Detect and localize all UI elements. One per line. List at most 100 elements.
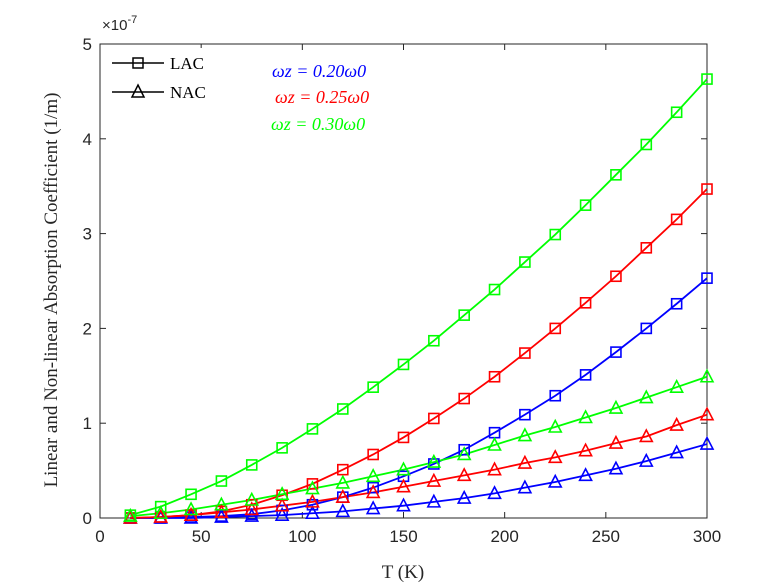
data-point-triangle: [517, 454, 533, 469]
legend-square-marker: [132, 57, 144, 69]
data-point-triangle: [365, 500, 381, 515]
data-point-triangle: [608, 399, 624, 414]
data-point-triangle: [426, 453, 442, 468]
legend-label-lac: LAC: [170, 54, 204, 73]
data-point-triangle: [305, 480, 320, 495]
data-point-triangle: [153, 508, 169, 523]
legend-label-nac: NAC: [170, 83, 206, 102]
data-point-square: [458, 443, 471, 456]
data-point-triangle: [153, 505, 169, 520]
data-point-triangle: [305, 493, 320, 508]
data-point-triangle: [426, 472, 442, 487]
data-point-square: [549, 322, 562, 335]
data-point-square: [610, 346, 622, 358]
data-point-triangle: [578, 467, 593, 482]
data-point-triangle: [547, 449, 563, 464]
data-point-triangle: [547, 418, 563, 433]
data-point-triangle: [335, 474, 351, 489]
data-point-square: [488, 370, 501, 383]
data-point-triangle: [638, 452, 654, 467]
data-point-triangle: [456, 489, 472, 504]
data-point-triangle: [244, 501, 260, 516]
data-point-square: [670, 213, 683, 226]
data-point-triangle: [365, 484, 381, 499]
data-point-square: [458, 392, 471, 405]
data-point-triangle: [396, 478, 411, 493]
x-tick-label: 100: [288, 527, 316, 546]
data-point-square: [428, 334, 440, 347]
legend: LAC NAC: [104, 48, 224, 106]
y-tick-label: 5: [83, 35, 92, 54]
legend-box: [104, 48, 224, 106]
data-point-square: [640, 242, 653, 254]
data-point-triangle: [487, 436, 502, 451]
data-point-square: [397, 431, 410, 444]
data-point-square: [367, 448, 379, 461]
data-point-triangle: [183, 501, 199, 516]
x-tick-label: 250: [592, 527, 620, 546]
data-point-square: [670, 297, 683, 310]
x-tick-label: 150: [389, 527, 417, 546]
data-point-triangle: [214, 496, 229, 511]
x-tick-label: 50: [192, 527, 211, 546]
data-point-triangle: [335, 488, 351, 503]
markers-layer: [123, 73, 715, 524]
data-point-triangle: [578, 409, 593, 424]
data-point-square: [336, 403, 349, 415]
data-point-square: [428, 412, 440, 425]
data-point-triangle: [244, 491, 260, 506]
annotation-omega-030: ωz = 0.30ω0: [271, 114, 365, 134]
data-point-triangle: [214, 508, 229, 523]
data-point-triangle: [365, 468, 381, 483]
y-exponent-label: ×10-7: [102, 14, 137, 34]
data-point-square: [397, 358, 410, 371]
data-point-square: [579, 369, 592, 381]
data-point-triangle: [669, 378, 684, 393]
data-point-triangle: [244, 507, 260, 522]
data-point-triangle: [638, 428, 654, 443]
data-point-triangle: [517, 427, 533, 442]
y-tick-label: 3: [83, 225, 92, 244]
data-point-square: [640, 322, 653, 335]
data-point-square: [276, 442, 288, 454]
data-point-square: [367, 381, 379, 393]
data-point-square: [640, 138, 653, 151]
x-tick-label: 300: [693, 527, 721, 546]
data-point-square: [185, 488, 197, 501]
data-point-triangle: [214, 504, 229, 519]
data-point-square: [579, 297, 592, 309]
y-tick-label: 2: [83, 319, 92, 338]
data-point-triangle: [699, 368, 715, 383]
y-tick-label: 0: [83, 509, 92, 528]
data-point-triangle: [638, 389, 654, 404]
data-point-triangle: [335, 503, 351, 518]
data-point-square: [549, 389, 562, 402]
data-point-triangle: [123, 509, 138, 524]
data-point-square: [610, 169, 622, 181]
data-point-triangle: [123, 507, 138, 522]
data-point-square: [488, 283, 501, 296]
data-point-triangle: [274, 486, 290, 501]
plot-area: [99, 43, 708, 519]
data-point-square: [579, 199, 592, 211]
data-point-triangle: [699, 406, 715, 421]
data-point-square: [701, 183, 713, 195]
data-point-square: [519, 408, 531, 421]
data-point-square: [519, 256, 531, 268]
data-point-square: [610, 270, 622, 283]
data-point-square: [215, 475, 228, 487]
y-exponent-power: -7: [127, 14, 137, 26]
ticks: 0 50 100 150 200 250 300 0 1 2 3 4 5: [83, 35, 722, 546]
data-point-square: [245, 459, 258, 471]
data-point-triangle: [456, 446, 472, 461]
data-point-triangle: [487, 461, 502, 476]
data-point-square: [701, 272, 713, 284]
data-point-triangle: [305, 505, 320, 520]
data-point-square: [458, 309, 471, 321]
legend-triangle-marker: [130, 83, 146, 98]
data-point-triangle: [608, 460, 624, 475]
y-axis-title: Linear and Non-linear Absorption Coeffic…: [41, 93, 62, 488]
x-tick-label: 200: [490, 527, 518, 546]
data-point-triangle: [426, 493, 442, 508]
